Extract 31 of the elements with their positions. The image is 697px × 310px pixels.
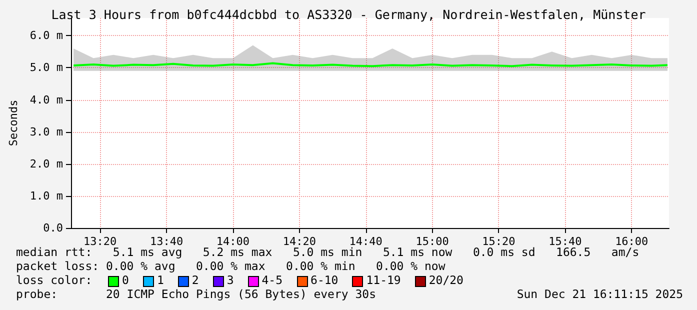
x-tick-label: 13:40 [150, 235, 184, 248]
x-tick-label: 14:00 [216, 235, 250, 248]
y-tick-label: 2.0 m [30, 157, 64, 170]
text: loss color: [16, 273, 92, 287]
text: 4-5 [262, 273, 283, 287]
text: packet loss: 0.00 % avg 0.00 % max 0.00 % min 0.00 % now [16, 259, 446, 273]
x-tick-label: 15:40 [548, 235, 582, 248]
x-tick-label: 15:20 [482, 235, 516, 248]
x-tick-label: 14:40 [349, 235, 382, 248]
y-tick-label: 4.0 m [30, 93, 64, 106]
text: 11-19 [366, 273, 401, 287]
x-tick-label: 15:00 [416, 235, 449, 248]
text: 3 [226, 273, 234, 287]
text: 0 [122, 273, 129, 287]
text: 2 [192, 273, 199, 287]
text: Sun Dec 21 16:11:15 2025 [516, 287, 683, 301]
y-tick-label: 5.0 m [30, 61, 64, 74]
y-tick-label: 6.0 m [30, 29, 64, 42]
y-axis-title: Seconds [7, 100, 20, 146]
x-tick-label: 13:20 [84, 235, 117, 248]
text: 20/20 [428, 273, 464, 287]
text: median rtt: 5.1 ms avg 5.2 ms max 5.0 ms min 5.1 ms now 0.0 ms sd 166.5 am/s [16, 245, 640, 259]
y-tick-label: 1.0 m [30, 189, 64, 202]
text: 6-10 [310, 273, 338, 287]
chart-title: Last 3 Hours from b0fc444dcbbd to AS3320 - Germany, Nordrein-Westfalen, Münster [51, 7, 646, 22]
x-tick-label: 14:20 [282, 235, 316, 248]
y-tick-label: 0.0 [43, 222, 64, 234]
x-tick-label: 16:00 [615, 235, 648, 248]
text: probe: 20 ICMP Echo Pings (56 Bytes) every 30s [16, 287, 376, 301]
text: 1 [156, 273, 164, 287]
y-tick-label: 3.0 m [30, 125, 64, 138]
